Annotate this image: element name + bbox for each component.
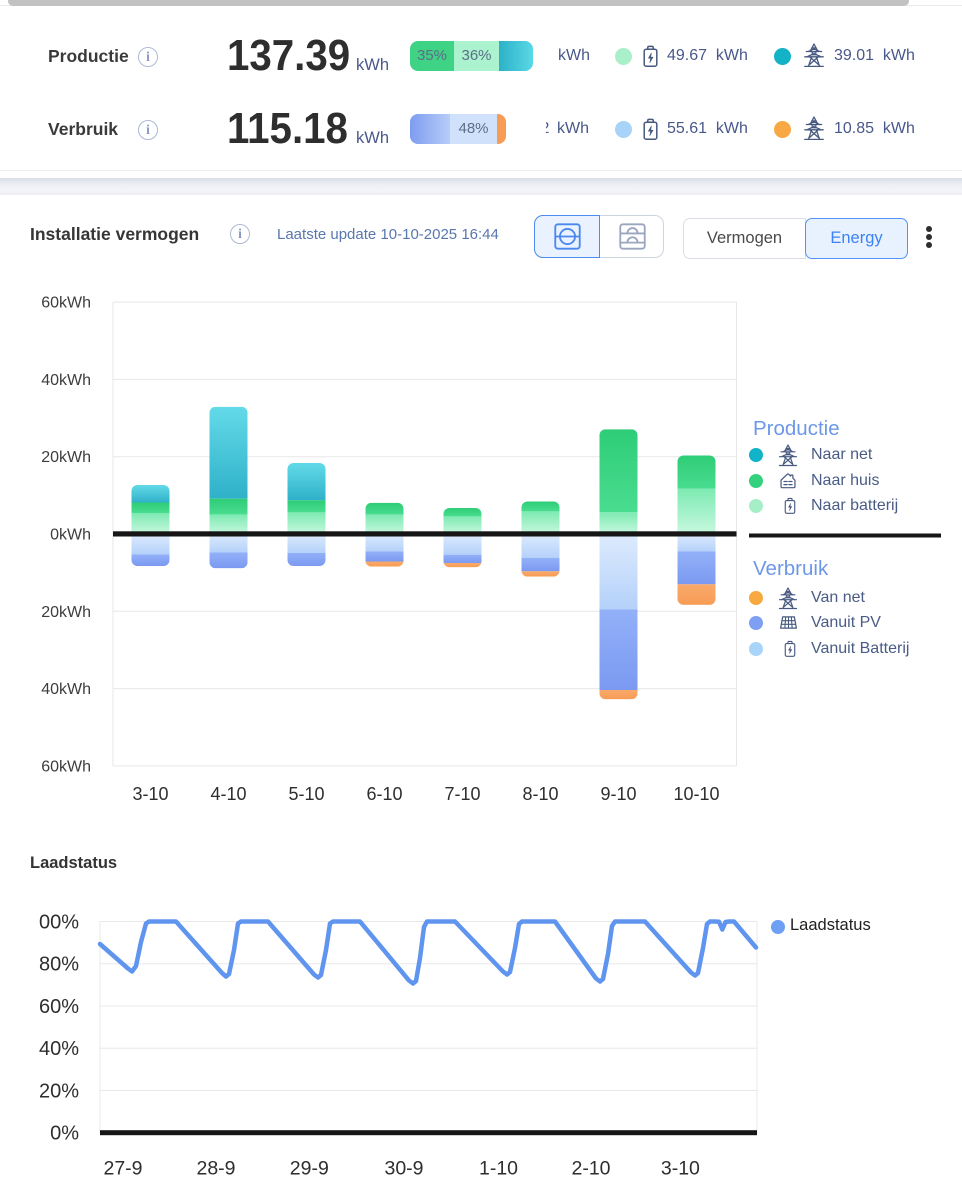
svg-text:2-10: 2-10 [571, 1158, 610, 1180]
svg-text:4-10: 4-10 [210, 784, 246, 804]
svg-text:3-10: 3-10 [661, 1158, 700, 1180]
svg-text:00%: 00% [39, 912, 79, 934]
svg-text:60%: 60% [39, 996, 79, 1018]
svg-text:3-10: 3-10 [132, 784, 168, 804]
svg-text:29-9: 29-9 [290, 1158, 329, 1180]
svg-text:10-10: 10-10 [673, 784, 719, 804]
svg-text:9-10: 9-10 [600, 784, 636, 804]
svg-text:60kWh: 60kWh [41, 295, 91, 312]
svg-text:40%: 40% [39, 1038, 79, 1060]
svg-text:80%: 80% [39, 954, 79, 976]
svg-text:5-10: 5-10 [288, 784, 324, 804]
svg-text:60kWh: 60kWh [41, 758, 91, 775]
svg-text:20%: 20% [39, 1081, 79, 1103]
svg-text:27-9: 27-9 [103, 1158, 142, 1180]
svg-text:20kWh: 20kWh [41, 604, 91, 621]
svg-text:7-10: 7-10 [444, 784, 480, 804]
svg-text:1-10: 1-10 [479, 1158, 518, 1180]
svg-text:8-10: 8-10 [522, 784, 558, 804]
svg-text:40kWh: 40kWh [41, 681, 91, 698]
svg-text:6-10: 6-10 [366, 784, 402, 804]
svg-text:0%: 0% [50, 1123, 79, 1145]
svg-text:28-9: 28-9 [196, 1158, 235, 1180]
svg-text:20kWh: 20kWh [41, 449, 91, 466]
svg-text:40kWh: 40kWh [41, 372, 91, 389]
svg-text:0kWh: 0kWh [50, 527, 91, 544]
svg-text:30-9: 30-9 [384, 1158, 423, 1180]
